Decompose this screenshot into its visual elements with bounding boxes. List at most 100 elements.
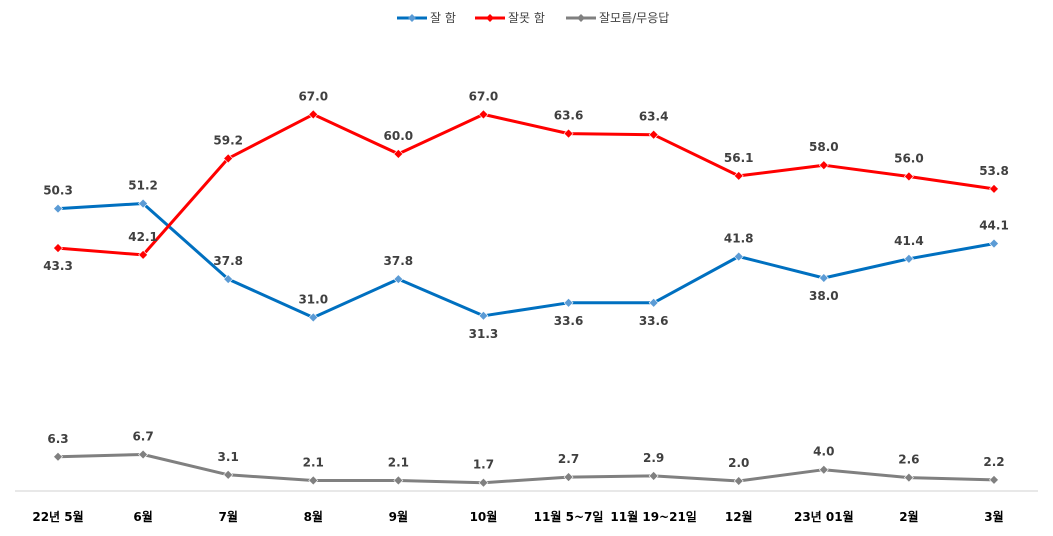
data-point bbox=[53, 451, 63, 462]
data-label-layer: 50.3 51.2 37.8 31.0 37.8 31.3 33.6 33.6 41.8 38.0… bbox=[43, 89, 1009, 471]
x-tick-label: 3월 bbox=[984, 509, 1003, 524]
data-point bbox=[308, 312, 319, 323]
data-point bbox=[563, 297, 574, 308]
data-label: 56.1 bbox=[724, 151, 754, 165]
x-tick-label: 8월 bbox=[304, 509, 323, 524]
data-point bbox=[223, 153, 234, 164]
legend-item: 잘모름/무응답 bbox=[566, 11, 669, 25]
x-tick-label: 2월 bbox=[899, 509, 918, 524]
data-label: 51.2 bbox=[128, 179, 158, 193]
data-label: 67.0 bbox=[469, 89, 499, 103]
data-label: 1.7 bbox=[473, 458, 494, 472]
data-point bbox=[478, 477, 489, 488]
data-label: 2.9 bbox=[643, 451, 664, 465]
data-label: 44.1 bbox=[979, 219, 1009, 233]
data-point bbox=[393, 148, 404, 159]
data-label: 53.8 bbox=[979, 164, 1009, 178]
data-point bbox=[478, 109, 489, 120]
legend-item: 잘 함 bbox=[397, 11, 456, 25]
data-point bbox=[818, 273, 829, 283]
data-label: 41.8 bbox=[724, 232, 754, 246]
data-label: 56.0 bbox=[894, 151, 924, 165]
x-tick-label: 23년 01월 bbox=[794, 509, 854, 524]
data-label: 59.2 bbox=[213, 133, 243, 147]
data-label: 58.0 bbox=[809, 140, 839, 154]
data-point bbox=[138, 198, 149, 209]
data-label: 4.0 bbox=[813, 445, 834, 459]
x-tick-label: 10월 bbox=[470, 509, 498, 524]
data-point bbox=[563, 128, 574, 139]
data-point bbox=[903, 472, 914, 483]
data-point bbox=[648, 297, 659, 308]
data-label: 63.4 bbox=[639, 110, 669, 124]
series-group bbox=[53, 109, 999, 260]
data-point bbox=[989, 238, 999, 249]
data-label: 6.3 bbox=[47, 432, 68, 446]
data-point bbox=[733, 476, 744, 486]
data-point bbox=[478, 310, 489, 321]
data-point bbox=[989, 474, 999, 485]
data-point bbox=[818, 160, 829, 171]
series-line bbox=[56, 202, 996, 319]
data-label: 2.1 bbox=[303, 455, 324, 469]
data-label: 63.6 bbox=[554, 109, 584, 123]
data-point bbox=[733, 170, 744, 181]
legend-marker bbox=[486, 14, 494, 22]
data-point bbox=[223, 469, 234, 480]
legend-label: 잘못 함 bbox=[508, 11, 545, 25]
data-label: 2.1 bbox=[388, 455, 409, 469]
data-label: 31.3 bbox=[469, 327, 499, 341]
data-label: 43.3 bbox=[43, 259, 73, 273]
series-line bbox=[56, 112, 996, 257]
data-label: 2.0 bbox=[728, 456, 749, 470]
data-point bbox=[53, 243, 63, 254]
data-label: 3.1 bbox=[218, 450, 239, 464]
x-tick-label: 11월 5~7일 bbox=[534, 509, 604, 524]
x-tick-label: 11월 19~21일 bbox=[610, 509, 696, 524]
x-tick-labels: 22년 5월 6월 7월 8월 9월 10월 11월 5~7일 11월 19~21일 12월 23… bbox=[32, 509, 1003, 524]
data-point bbox=[308, 109, 319, 120]
data-label: 37.8 bbox=[384, 254, 414, 268]
data-point bbox=[308, 475, 319, 486]
data-point bbox=[393, 274, 404, 285]
legend: 잘 함 잘못 함 잘모름/무응답 bbox=[397, 11, 669, 25]
legend-marker bbox=[408, 14, 416, 22]
x-tick-label: 6월 bbox=[133, 509, 152, 524]
data-label: 37.8 bbox=[213, 254, 243, 268]
data-label: 2.6 bbox=[898, 453, 919, 467]
data-label: 2.2 bbox=[983, 455, 1004, 469]
data-label: 2.7 bbox=[558, 452, 579, 466]
series-group bbox=[53, 449, 999, 488]
data-point bbox=[648, 129, 659, 140]
data-point bbox=[648, 471, 659, 481]
data-label: 31.0 bbox=[298, 292, 328, 306]
data-point bbox=[563, 472, 574, 482]
legend-label: 잘 함 bbox=[430, 11, 456, 25]
legend-item: 잘못 함 bbox=[475, 11, 545, 25]
data-label: 33.6 bbox=[554, 314, 584, 328]
data-point bbox=[138, 449, 149, 460]
data-label: 67.0 bbox=[298, 89, 328, 103]
series-layer bbox=[53, 109, 999, 488]
data-point bbox=[53, 203, 63, 214]
data-label: 6.7 bbox=[132, 430, 153, 444]
data-label: 33.6 bbox=[639, 314, 669, 328]
series-group bbox=[53, 198, 999, 323]
data-point bbox=[903, 171, 914, 182]
data-label: 60.0 bbox=[384, 129, 414, 143]
legend-label: 잘모름/무응답 bbox=[599, 11, 669, 25]
x-tick-label: 9월 bbox=[389, 509, 408, 524]
data-label: 50.3 bbox=[43, 184, 73, 198]
data-point bbox=[393, 475, 404, 486]
data-point bbox=[989, 183, 999, 194]
x-tick-label: 7월 bbox=[218, 509, 237, 524]
data-point bbox=[138, 249, 149, 260]
data-point bbox=[733, 251, 744, 262]
x-tick-label: 22년 5월 bbox=[32, 509, 83, 524]
data-point bbox=[818, 464, 829, 475]
series-line bbox=[56, 453, 996, 485]
legend-marker bbox=[577, 14, 585, 22]
data-label: 41.4 bbox=[894, 234, 924, 248]
data-label: 38.0 bbox=[809, 289, 839, 303]
